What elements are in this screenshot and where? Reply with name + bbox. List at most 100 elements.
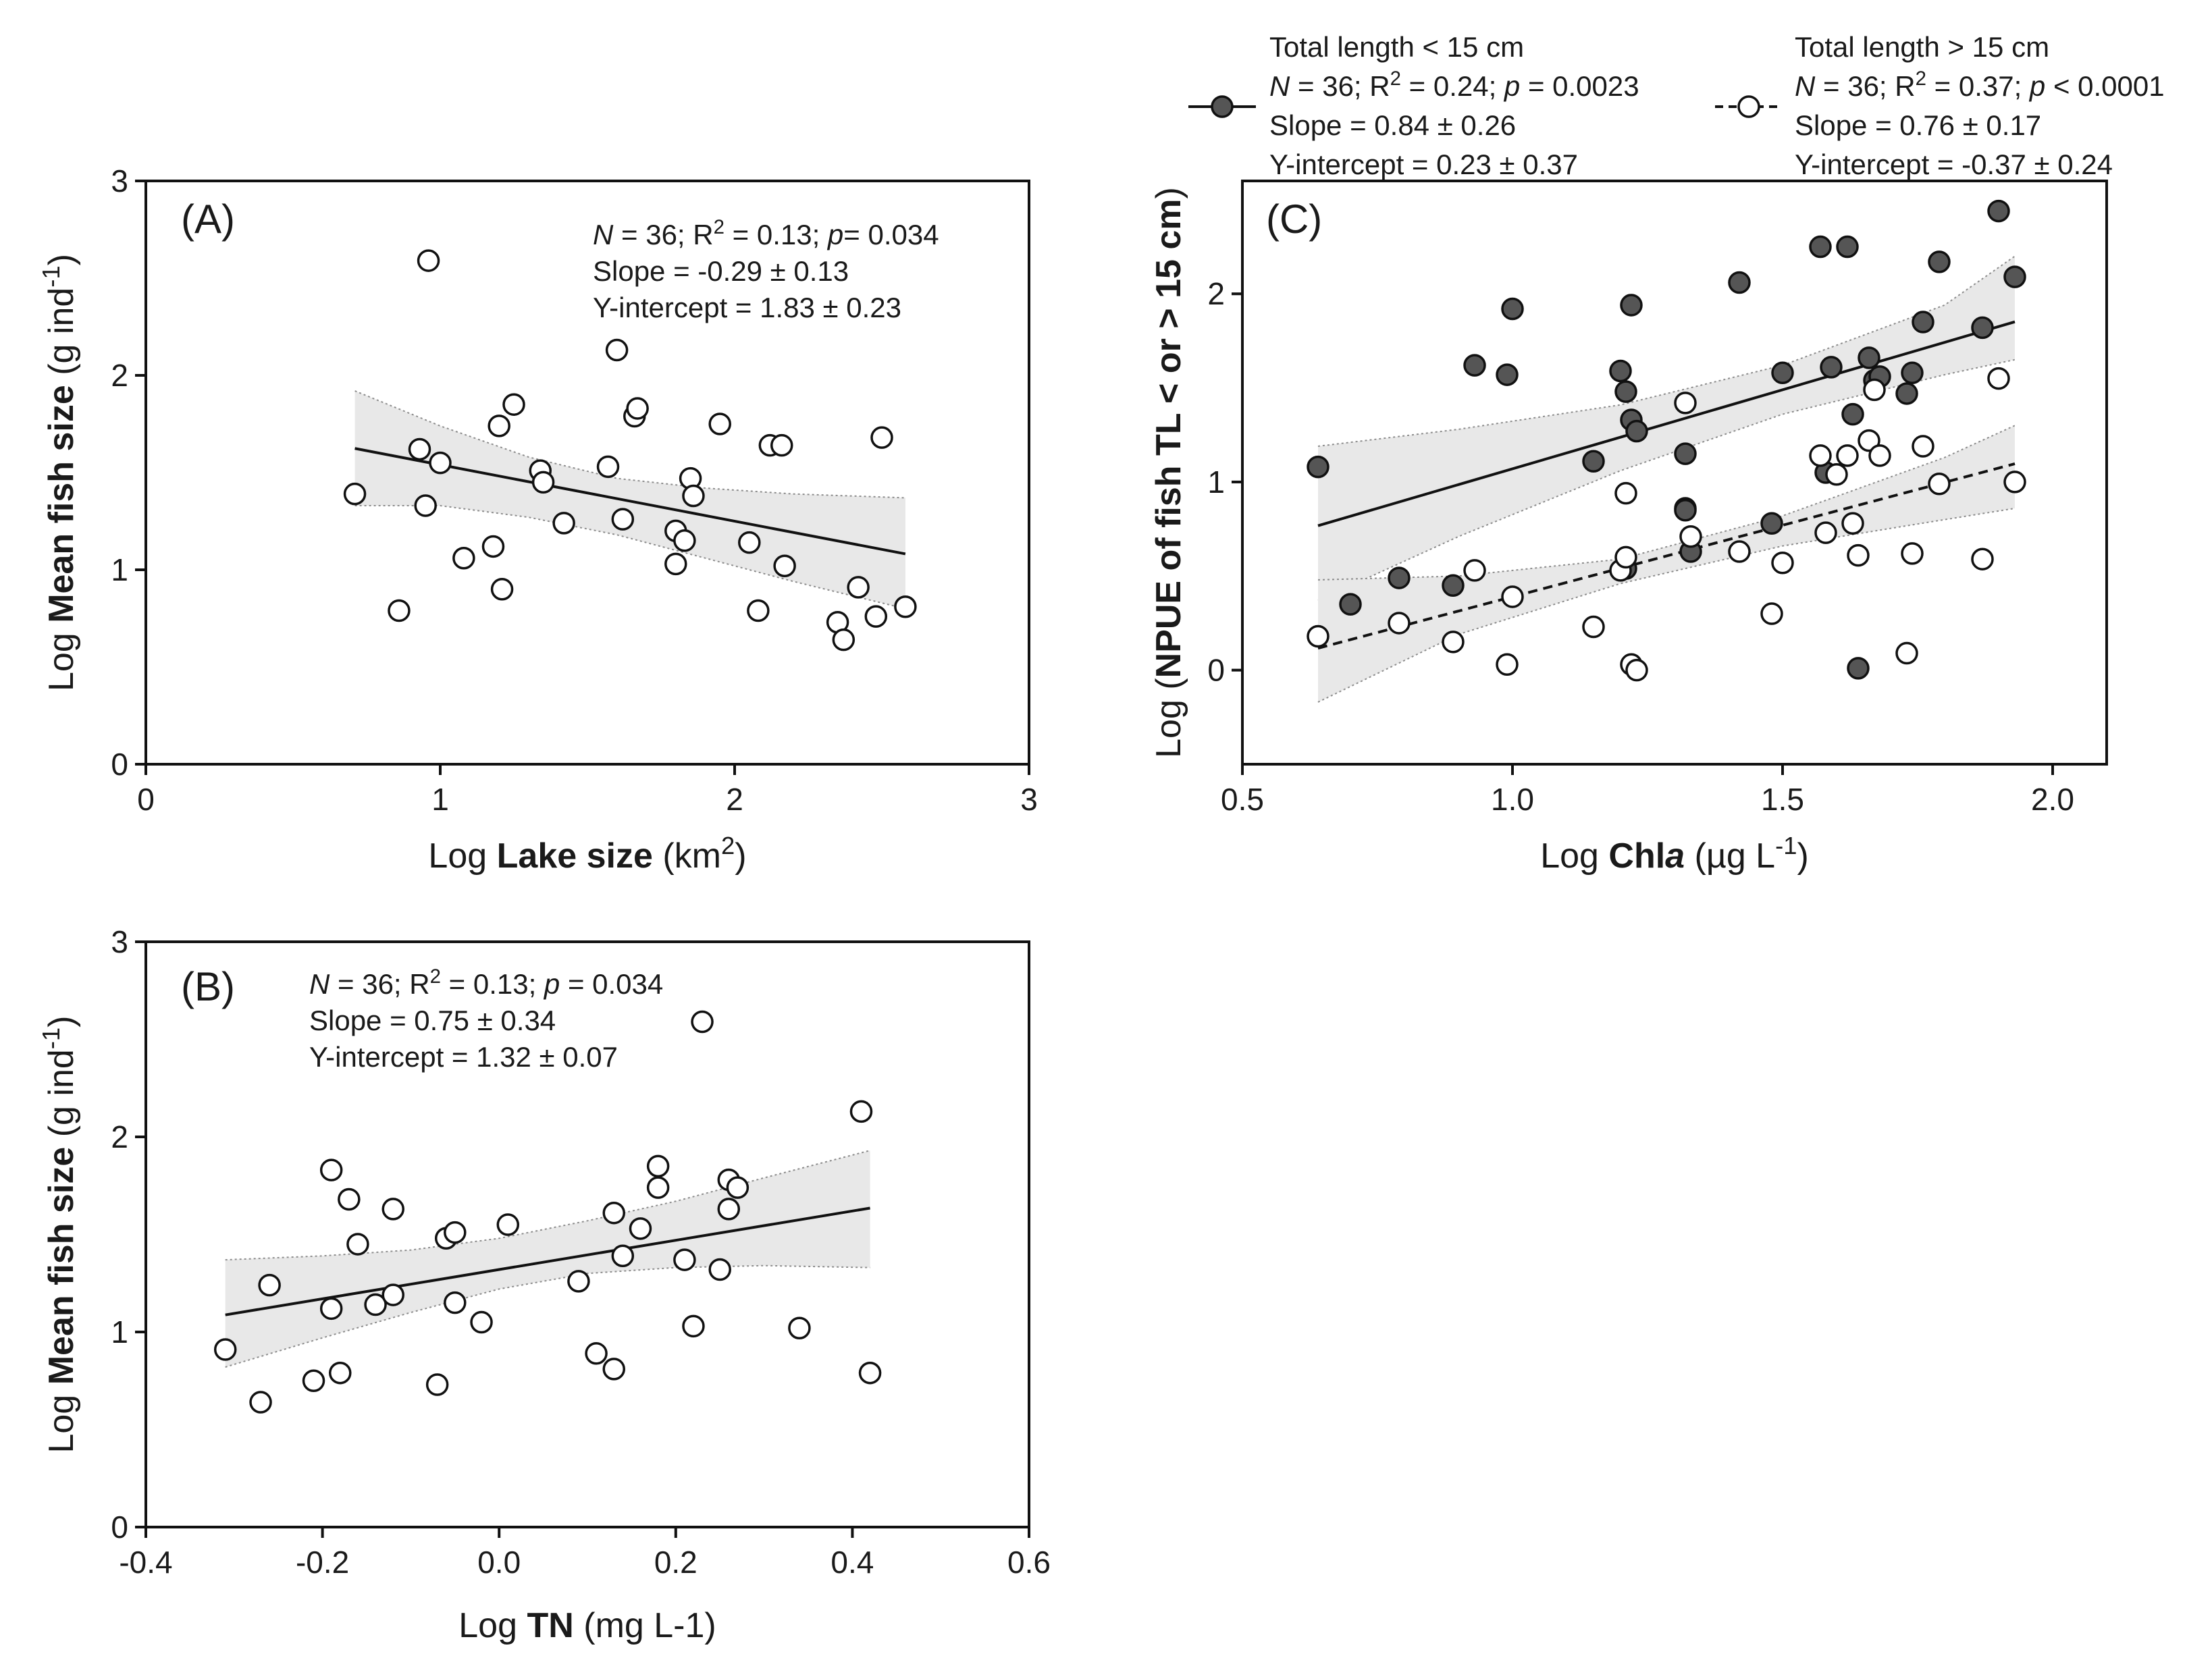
y-axis-title-variable: Mean fish size <box>42 1147 81 1385</box>
data-point <box>1625 419 1648 443</box>
data-point <box>531 471 555 494</box>
confidence-lower-1 <box>1317 508 2016 703</box>
data-point <box>1728 271 1751 294</box>
stats-r2-value: = 0.13; <box>441 968 544 1000</box>
data-point <box>1760 512 1783 535</box>
data-point <box>1771 361 1794 385</box>
panel-b: -0.4 -0.2 0.0 0.2 0.4 0.6 0 1 2 3 (B) Log TN (mg L-… <box>37 924 1051 1645</box>
legend-r2-sup: 2 <box>1390 68 1401 90</box>
data-point <box>1609 359 1632 383</box>
data-point <box>381 1283 404 1306</box>
stats-slope: Slope = 0.75 ± 0.34 <box>309 1005 556 1036</box>
legend-n: N <box>1269 70 1290 102</box>
data-point <box>1809 235 1832 259</box>
data-point <box>770 433 793 457</box>
x-axis-title-sup: -1 <box>1775 832 1797 859</box>
y-tick-label: 0 <box>1207 653 1225 688</box>
data-point <box>470 1310 493 1334</box>
data-point <box>1307 455 1329 479</box>
y-tick-label: 3 <box>111 163 128 198</box>
x-axis-title-sup: 2 <box>721 832 735 859</box>
confidence-lower-0 <box>1317 358 2016 602</box>
data-point <box>1912 311 1934 334</box>
data-point <box>1463 559 1486 582</box>
data-point <box>673 1248 696 1271</box>
data-point <box>567 1270 590 1293</box>
data-point <box>858 1361 882 1385</box>
data-point <box>425 1373 449 1396</box>
data-point <box>1809 444 1832 467</box>
confidence-band-0 <box>225 1150 870 1367</box>
x-axis-title-unit: (mg L-1) <box>574 1606 716 1645</box>
data-point <box>1760 602 1783 625</box>
data-point <box>602 1201 625 1225</box>
x-axis-title-end: ) <box>735 836 746 876</box>
stats-p-value: = 0.034 <box>843 219 939 250</box>
y-axis-title-sup: -1 <box>37 1028 65 1049</box>
data-point <box>747 599 770 622</box>
y-axis-title: Log (NPUE of fish TL < or > 15 cm) <box>1149 187 1188 758</box>
data-point <box>1496 363 1519 386</box>
y-axis-title-unit: (g ind <box>42 1049 81 1147</box>
plot-frame <box>144 180 1030 766</box>
data-point <box>626 397 649 420</box>
x-tick-label: 2.0 <box>2031 782 2074 817</box>
y-tick-label: 3 <box>111 924 128 959</box>
legend-n: N <box>1795 70 1816 102</box>
data-point <box>319 1158 343 1181</box>
data-point <box>864 605 888 628</box>
legend-marker-1 <box>1737 95 1760 118</box>
x-axis-title-variable-italic: a <box>1665 836 1685 876</box>
data-point <box>1858 346 1880 369</box>
y-axis-title-unit: ) <box>1149 187 1188 198</box>
confidence-lower-0 <box>354 505 906 610</box>
x-axis-title-prefix: Log <box>1540 836 1608 876</box>
stats-line-1: N = 36; R2 = 0.13; p= 0.034 <box>593 216 939 251</box>
data-point <box>1625 658 1648 682</box>
data-point <box>338 1188 361 1211</box>
stats-slope: Slope = -0.29 ± 0.13 <box>593 255 849 287</box>
confidence-band-0 <box>354 391 905 609</box>
y-axis-title: Log Mean fish size (g ind-1) <box>37 254 82 691</box>
data-point <box>1868 444 1891 467</box>
data-point <box>664 552 687 576</box>
x-tick-label: 0.2 <box>654 1545 697 1580</box>
data-point <box>1674 498 1697 522</box>
panel-label: (C) <box>1266 196 1322 242</box>
data-point <box>646 1154 670 1178</box>
legend-marker-0 <box>1211 95 1234 118</box>
data-point <box>1987 367 2010 390</box>
data-point <box>417 249 440 272</box>
stats-r2-value: = 0.13; <box>725 219 828 250</box>
x-axis-title: Log Chla (µg L-1) <box>1540 832 1809 876</box>
data-point <box>496 1213 520 1236</box>
data-point <box>1987 199 2010 223</box>
data-point <box>1895 641 1918 665</box>
confidence-band-0 <box>1318 256 2015 601</box>
data-point <box>1928 250 1951 273</box>
plot-frame <box>1241 180 2108 766</box>
x-axis-title-prefix: Log <box>428 836 496 876</box>
data-point <box>1463 354 1486 377</box>
data-point <box>1847 657 1870 680</box>
data-point <box>1614 380 1637 403</box>
data-point <box>388 599 411 622</box>
data-point <box>1912 435 1934 458</box>
data-point <box>870 426 893 449</box>
y-axis-title-prefix: Log <box>42 1385 81 1453</box>
x-tick-label: -0.4 <box>119 1545 172 1580</box>
data-point <box>629 1217 652 1240</box>
y-tick-label: 0 <box>111 1510 128 1545</box>
legend-stats-0: N = 36; R2 = 0.24; p = 0.0023 <box>1269 68 1639 103</box>
confidence-band-1 <box>1318 425 2015 702</box>
data-point <box>502 393 525 416</box>
data-point <box>788 1316 811 1339</box>
data-point <box>343 482 367 506</box>
data-point <box>444 1291 467 1314</box>
stats-intercept: Y-intercept = 1.83 ± 0.23 <box>593 292 901 323</box>
data-point <box>1814 521 1837 544</box>
data-point <box>1971 316 1994 340</box>
data-point <box>1501 585 1524 608</box>
stats-r2-sup: 2 <box>714 216 725 238</box>
data-point <box>605 338 629 362</box>
